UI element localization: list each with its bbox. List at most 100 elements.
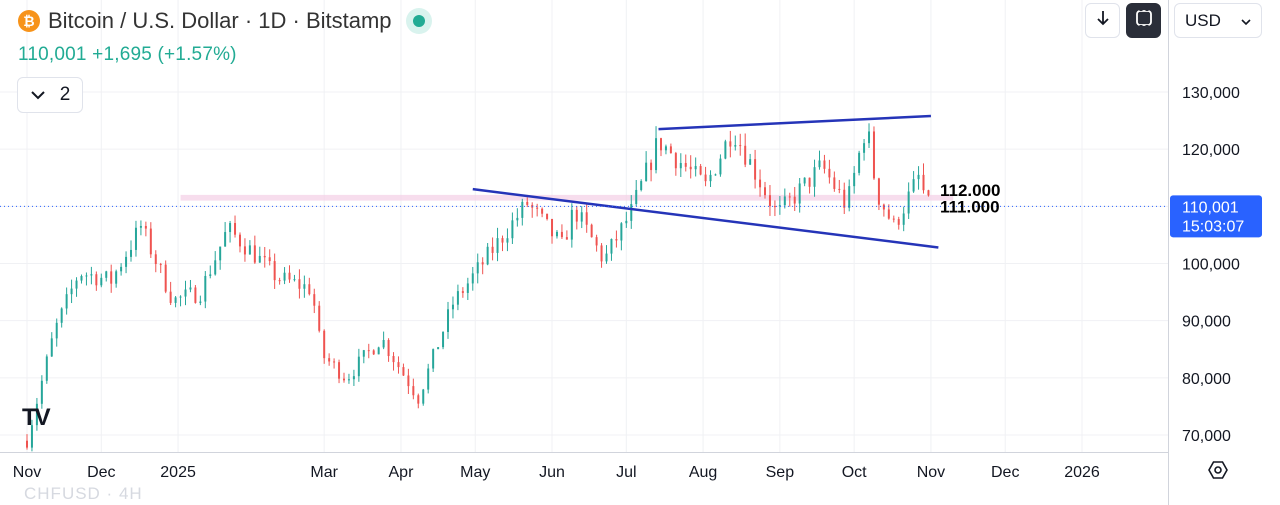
candle-body [442, 331, 445, 348]
x-tick-label: Dec [991, 464, 1019, 481]
candle [214, 251, 217, 276]
candle-body [204, 275, 207, 302]
candle-body [382, 339, 385, 348]
candle-body [95, 274, 98, 286]
candle-body [575, 209, 578, 222]
candle-body [887, 209, 890, 219]
candle [234, 215, 237, 238]
candle-body [199, 301, 202, 303]
indicators-toggle-button[interactable]: 2 [17, 77, 83, 113]
candle-body [70, 288, 73, 295]
candle-body [417, 395, 420, 404]
candle [704, 166, 707, 187]
candle-body [511, 220, 514, 239]
candle-body [546, 213, 549, 220]
candle [803, 177, 806, 187]
candle [451, 296, 454, 319]
candle [793, 186, 796, 212]
y-tick-label: 80,000 [1182, 371, 1231, 388]
symbol-title[interactable]: Bitcoin / U.S. Dollar · 1D · Bitstamp [48, 8, 392, 33]
candle-body [219, 246, 222, 261]
candle-body [516, 217, 519, 221]
candle [759, 169, 762, 197]
candle [248, 240, 251, 255]
candle-body [650, 162, 653, 171]
candle [278, 277, 281, 285]
candle-body [664, 146, 667, 151]
candle-body [501, 238, 504, 243]
candle [783, 188, 786, 209]
candle-body [744, 145, 747, 165]
candle [694, 157, 697, 177]
candle-body [630, 204, 633, 221]
candle [55, 318, 58, 347]
candle-body [828, 168, 831, 178]
candle [26, 434, 28, 450]
candle [897, 216, 900, 230]
candle [575, 206, 578, 230]
candle-body [486, 246, 489, 265]
candle [293, 274, 296, 282]
candle-body [427, 368, 430, 390]
candle-body [927, 190, 930, 196]
candle-body [50, 338, 53, 357]
y-tick-label: 90,000 [1182, 314, 1231, 331]
candle [541, 207, 544, 218]
candle-body [229, 223, 232, 233]
candle [90, 266, 93, 285]
candle-body [620, 223, 623, 241]
candle-body [640, 181, 643, 190]
candle [328, 353, 331, 366]
currency-select[interactable]: USD [1174, 3, 1262, 38]
candle-body [476, 262, 479, 274]
y-tick-label: 130,000 [1182, 85, 1240, 102]
candle-body [144, 225, 147, 229]
candle-body [877, 178, 880, 205]
candle [50, 332, 53, 357]
candle [303, 275, 306, 298]
candle-body [288, 272, 291, 280]
candle [773, 200, 776, 217]
candle-body [115, 271, 118, 284]
current-price: 110,001 [18, 44, 87, 65]
candle-body [580, 212, 583, 222]
candle [184, 280, 187, 306]
candle [610, 238, 613, 261]
candle [125, 251, 128, 274]
candle [768, 185, 771, 216]
candle-body [75, 280, 78, 289]
download-button[interactable] [1085, 3, 1120, 38]
support-zone [180, 194, 954, 201]
candle [912, 171, 915, 193]
candle-body [551, 219, 554, 237]
candle [655, 126, 658, 174]
candle [892, 215, 895, 223]
x-tick-label: 2026 [1064, 464, 1100, 481]
candle [565, 230, 568, 240]
candle-body [85, 275, 88, 277]
candle-body [60, 308, 63, 323]
candle [95, 271, 98, 291]
candle [149, 222, 152, 258]
candle-body [615, 239, 618, 241]
candle-body [347, 379, 350, 381]
x-tick-label: Nov [13, 464, 41, 481]
candle-body [704, 174, 707, 182]
fullscreen-button[interactable] [1126, 3, 1161, 38]
symbol-header[interactable]: ₿ Bitcoin / U.S. Dollar · 1D · Bitstamp [18, 8, 432, 34]
candle [461, 287, 464, 298]
settings-icon[interactable] [1208, 461, 1228, 479]
candle-body [669, 146, 672, 154]
candle-body [506, 238, 509, 243]
candle-body [377, 347, 380, 355]
candle [729, 130, 732, 158]
candle-body [224, 232, 227, 247]
candle-body [555, 231, 558, 237]
candle-body [595, 237, 598, 246]
candle [496, 227, 499, 262]
candle-body [367, 350, 370, 352]
candle [164, 260, 167, 294]
candle-body [402, 367, 405, 376]
